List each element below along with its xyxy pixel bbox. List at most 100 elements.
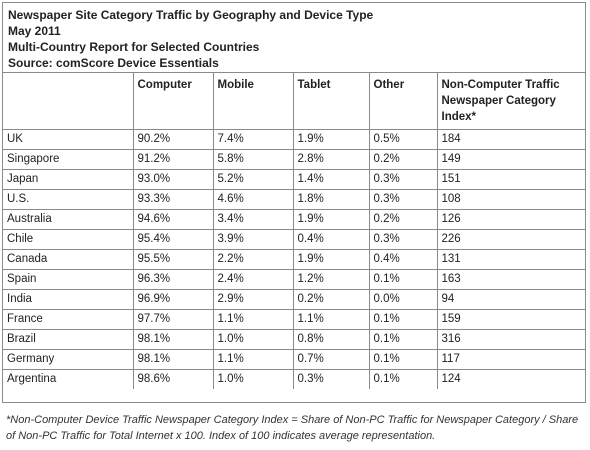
table-row: Argentina 98.6% 1.0% 0.3% 0.1% 124 <box>3 368 585 389</box>
cell-tablet: 1.1% <box>292 308 370 330</box>
cell-other: 0.1% <box>368 268 438 290</box>
cell-computer: 90.2% <box>132 128 214 150</box>
cell-mobile: 4.6% <box>212 188 294 210</box>
table-row: Chile 95.4% 3.9% 0.4% 0.3% 226 <box>3 228 585 250</box>
cell-mobile: 2.2% <box>212 248 294 270</box>
cell-index: 151 <box>436 168 585 190</box>
cell-country: Japan <box>3 168 134 190</box>
report-frame: Newspaper Site Category Traffic by Geogr… <box>2 2 586 403</box>
table-row: Singapore 91.2% 5.8% 2.8% 0.2% 149 <box>3 148 585 170</box>
cell-other: 0.1% <box>368 348 438 370</box>
cell-computer: 95.5% <box>132 248 214 270</box>
cell-mobile: 2.4% <box>212 268 294 290</box>
cell-country: Australia <box>3 208 134 230</box>
cell-tablet: 1.2% <box>292 268 370 290</box>
column-header-other: Other <box>368 73 438 130</box>
cell-tablet: 0.7% <box>292 348 370 370</box>
cell-tablet: 0.3% <box>292 368 370 389</box>
cell-index: 126 <box>436 208 585 230</box>
cell-index: 131 <box>436 248 585 270</box>
table-row: Spain 96.3% 2.4% 1.2% 0.1% 163 <box>3 268 585 290</box>
column-header-index: Non-Computer Traffic Newspaper Category … <box>436 73 585 130</box>
cell-mobile: 3.9% <box>212 228 294 250</box>
cell-other: 0.2% <box>368 148 438 170</box>
cell-other: 0.3% <box>368 168 438 190</box>
cell-index: 149 <box>436 148 585 170</box>
cell-computer: 93.0% <box>132 168 214 190</box>
cell-tablet: 1.9% <box>292 208 370 230</box>
table-row: India 96.9% 2.9% 0.2% 0.0% 94 <box>3 288 585 310</box>
table-body: UK 90.2% 7.4% 1.9% 0.5% 184 Singapore 91.2% 5.8%… <box>3 128 585 389</box>
cell-computer: 94.6% <box>132 208 214 230</box>
cell-mobile: 1.0% <box>212 328 294 350</box>
cell-mobile: 1.1% <box>212 348 294 370</box>
cell-country: Singapore <box>3 148 134 170</box>
cell-computer: 93.3% <box>132 188 214 210</box>
cell-other: 0.4% <box>368 248 438 270</box>
cell-index: 117 <box>436 348 585 370</box>
table-header-row: Computer Mobile Tablet Other Non-Compute… <box>3 73 585 130</box>
table-row: Germany 98.1% 1.1% 0.7% 0.1% 117 <box>3 348 585 370</box>
cell-country: U.S. <box>3 188 134 210</box>
cell-computer: 98.1% <box>132 328 214 350</box>
table-row: U.S. 93.3% 4.6% 1.8% 0.3% 108 <box>3 188 585 210</box>
cell-country: Chile <box>3 228 134 250</box>
cell-country: Argentina <box>3 368 134 389</box>
cell-country: France <box>3 308 134 330</box>
cell-other: 0.2% <box>368 208 438 230</box>
cell-country: UK <box>3 128 134 150</box>
column-header-mobile: Mobile <box>212 73 294 130</box>
column-header-tablet: Tablet <box>292 73 370 130</box>
column-header-computer: Computer <box>132 73 214 130</box>
cell-computer: 91.2% <box>132 148 214 170</box>
cell-index: 108 <box>436 188 585 210</box>
cell-tablet: 1.9% <box>292 128 370 150</box>
cell-index: 316 <box>436 328 585 350</box>
cell-mobile: 7.4% <box>212 128 294 150</box>
cell-other: 0.3% <box>368 228 438 250</box>
footnote: *Non-Computer Device Traffic Newspaper C… <box>6 414 579 442</box>
report-source: Source: comScore Device Essentials <box>8 56 219 70</box>
cell-other: 0.5% <box>368 128 438 150</box>
column-header-country <box>3 73 134 130</box>
cell-mobile: 5.8% <box>212 148 294 170</box>
cell-index: 184 <box>436 128 585 150</box>
cell-tablet: 1.4% <box>292 168 370 190</box>
cell-mobile: 3.4% <box>212 208 294 230</box>
cell-country: Spain <box>3 268 134 290</box>
cell-computer: 96.9% <box>132 288 214 310</box>
report-subtitle: Multi-Country Report for Selected Countr… <box>8 40 260 54</box>
cell-index: 94 <box>436 288 585 310</box>
cell-index: 159 <box>436 308 585 330</box>
report-title: Newspaper Site Category Traffic by Geogr… <box>8 8 374 22</box>
table-row: UK 90.2% 7.4% 1.9% 0.5% 184 <box>3 128 585 150</box>
table-row: Japan 93.0% 5.2% 1.4% 0.3% 151 <box>3 168 585 190</box>
report-date: May 2011 <box>8 24 61 38</box>
cell-computer: 96.3% <box>132 268 214 290</box>
cell-other: 0.3% <box>368 188 438 210</box>
cell-country: Canada <box>3 248 134 270</box>
cell-mobile: 1.1% <box>212 308 294 330</box>
cell-computer: 97.7% <box>132 308 214 330</box>
cell-computer: 98.6% <box>132 368 214 389</box>
cell-computer: 95.4% <box>132 228 214 250</box>
table-row: Australia 94.6% 3.4% 1.9% 0.2% 126 <box>3 208 585 230</box>
report-header: Newspaper Site Category Traffic by Geogr… <box>3 3 585 73</box>
cell-country: Germany <box>3 348 134 370</box>
traffic-table: Computer Mobile Tablet Other Non-Compute… <box>3 73 585 389</box>
cell-mobile: 5.2% <box>212 168 294 190</box>
cell-other: 0.1% <box>368 368 438 389</box>
cell-index: 163 <box>436 268 585 290</box>
cell-other: 0.1% <box>368 308 438 330</box>
cell-tablet: 2.8% <box>292 148 370 170</box>
cell-computer: 98.1% <box>132 348 214 370</box>
cell-index: 226 <box>436 228 585 250</box>
cell-tablet: 1.8% <box>292 188 370 210</box>
column-header-index-label: Non-Computer Traffic Newspaper Category … <box>441 79 560 123</box>
table-row: Brazil 98.1% 1.0% 0.8% 0.1% 316 <box>3 328 585 350</box>
cell-mobile: 2.9% <box>212 288 294 310</box>
cell-tablet: 0.2% <box>292 288 370 310</box>
cell-other: 0.1% <box>368 328 438 350</box>
cell-index: 124 <box>436 368 585 389</box>
cell-tablet: 0.8% <box>292 328 370 350</box>
